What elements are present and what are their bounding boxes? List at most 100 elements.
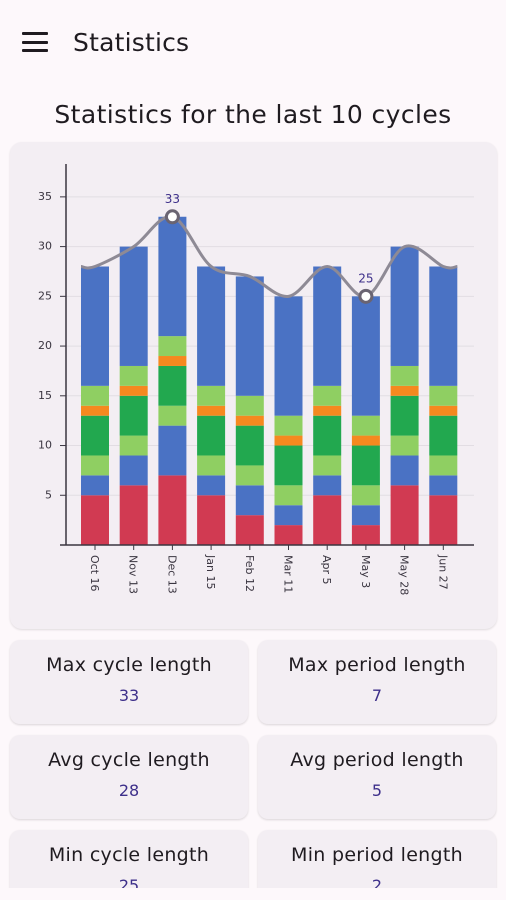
bar-segment bbox=[429, 385, 458, 406]
bottom-edge bbox=[0, 888, 506, 900]
stat-card-max-period: Max period length 7 bbox=[258, 640, 496, 724]
line-marker bbox=[164, 209, 180, 225]
bar-segment bbox=[119, 485, 148, 545]
y-tick-label: 5 bbox=[45, 488, 52, 501]
bar-segment bbox=[197, 455, 226, 476]
bar-segment bbox=[390, 246, 419, 366]
bar-segment bbox=[313, 475, 342, 496]
stat-label: Avg cycle length bbox=[48, 749, 210, 771]
y-tick-label: 30 bbox=[38, 240, 52, 253]
bar-segment bbox=[81, 455, 109, 476]
bar-segment bbox=[274, 525, 303, 545]
bar-segment bbox=[235, 485, 264, 516]
stat-label: Max cycle length bbox=[46, 654, 212, 676]
bar-segment bbox=[197, 415, 226, 456]
bar-segment bbox=[119, 246, 148, 366]
bar-segment bbox=[274, 485, 303, 506]
stat-value: 7 bbox=[371, 686, 383, 705]
bar-segment bbox=[158, 216, 187, 337]
line-marker bbox=[358, 288, 374, 304]
bar-segment bbox=[235, 276, 264, 396]
bar-segment bbox=[351, 415, 380, 436]
stat-label: Max period length bbox=[288, 654, 466, 676]
data-label: 25 bbox=[358, 271, 373, 285]
bar-segment bbox=[351, 485, 380, 506]
bar-segment bbox=[158, 425, 187, 476]
data-label: 33 bbox=[165, 192, 180, 206]
x-tick-label: Mar 11 bbox=[282, 555, 295, 593]
bar-segment bbox=[235, 515, 264, 545]
cycle-stacked-bar-chart: 5 10 15 20 25 30 35 Oct 16 Nov 13 Dec 13 Jan 15 Feb… bbox=[38, 164, 474, 595]
bar-segment bbox=[313, 415, 342, 456]
bar-segment bbox=[235, 415, 264, 426]
app-bar: Statistics bbox=[0, 0, 506, 88]
bar-segment bbox=[119, 435, 148, 456]
y-tick-label: 10 bbox=[38, 439, 52, 452]
x-tick-label: Apr 5 bbox=[320, 555, 333, 585]
stat-card-avg-cycle: Avg cycle length 28 bbox=[10, 735, 248, 819]
bar-segment bbox=[197, 495, 226, 545]
stat-value: 5 bbox=[371, 781, 383, 800]
bar-segment bbox=[351, 525, 380, 545]
page-title: Statistics bbox=[73, 28, 190, 57]
bar-segment bbox=[274, 415, 303, 436]
bar-segment bbox=[274, 435, 303, 446]
bar-segment bbox=[429, 405, 458, 416]
x-tick-label: Nov 13 bbox=[127, 555, 140, 594]
bar-segment bbox=[119, 455, 148, 486]
stat-value: 28 bbox=[118, 781, 140, 800]
bar-segment bbox=[235, 465, 264, 486]
y-tick-label: 35 bbox=[38, 190, 52, 203]
bar-segment bbox=[158, 365, 187, 406]
bar-segment bbox=[351, 296, 380, 416]
bar-segment bbox=[313, 405, 342, 416]
stat-card-max-cycle: Max cycle length 33 bbox=[10, 640, 248, 724]
stat-value: 33 bbox=[118, 686, 140, 705]
x-tick-label: May 28 bbox=[398, 555, 411, 595]
bar-segment bbox=[158, 356, 187, 366]
chart-card: 5 10 15 20 25 30 35 Oct 16 Nov 13 Dec 13 Jan 15 Feb… bbox=[10, 142, 497, 629]
cycle-length-line bbox=[80, 215, 458, 298]
bar-segment bbox=[81, 495, 109, 545]
y-tick-label: 20 bbox=[38, 339, 52, 352]
x-tick-label: May 3 bbox=[359, 555, 372, 588]
bar-segment bbox=[390, 435, 419, 456]
bar-segment bbox=[274, 505, 303, 526]
bar-segment bbox=[429, 475, 458, 496]
stat-card-min-period: Min period length 2 bbox=[258, 830, 496, 900]
bar-segment bbox=[197, 405, 226, 416]
bar-segment bbox=[158, 405, 187, 426]
bar-segment bbox=[351, 445, 380, 486]
bar-segment bbox=[81, 475, 109, 496]
bar-segment bbox=[81, 415, 109, 456]
x-tick-label: Oct 16 bbox=[88, 555, 101, 592]
x-tick-label: Feb 12 bbox=[243, 555, 256, 592]
bar-segment bbox=[197, 385, 226, 406]
y-tick-label: 15 bbox=[38, 389, 52, 402]
bar-segment bbox=[81, 266, 109, 386]
x-tick-label: Dec 13 bbox=[165, 555, 178, 594]
bar-segment bbox=[235, 425, 264, 466]
stat-value: 2 bbox=[371, 876, 383, 895]
bar-segment bbox=[81, 385, 109, 406]
bar-segment bbox=[158, 336, 187, 357]
stat-label: Avg period length bbox=[290, 749, 464, 771]
bar-segment bbox=[351, 505, 380, 526]
bar-segment bbox=[235, 395, 264, 416]
bar-segment bbox=[274, 445, 303, 486]
bar-segment bbox=[313, 495, 342, 545]
bar-segment bbox=[351, 435, 380, 446]
bar-segment bbox=[313, 385, 342, 406]
stat-card-avg-period: Avg period length 5 bbox=[258, 735, 496, 819]
bar-segment bbox=[390, 385, 419, 396]
hamburger-menu-icon[interactable] bbox=[22, 32, 48, 52]
bar-segment bbox=[429, 455, 458, 476]
bar-segment bbox=[390, 395, 419, 436]
bar-segment bbox=[119, 385, 148, 396]
bar-segment bbox=[197, 475, 226, 496]
bar-segment bbox=[390, 455, 419, 486]
bar-segment bbox=[390, 485, 419, 545]
bar-segment bbox=[119, 395, 148, 436]
statistics-heading: Statistics for the last 10 cycles bbox=[54, 100, 452, 129]
bar-segment bbox=[81, 405, 109, 416]
